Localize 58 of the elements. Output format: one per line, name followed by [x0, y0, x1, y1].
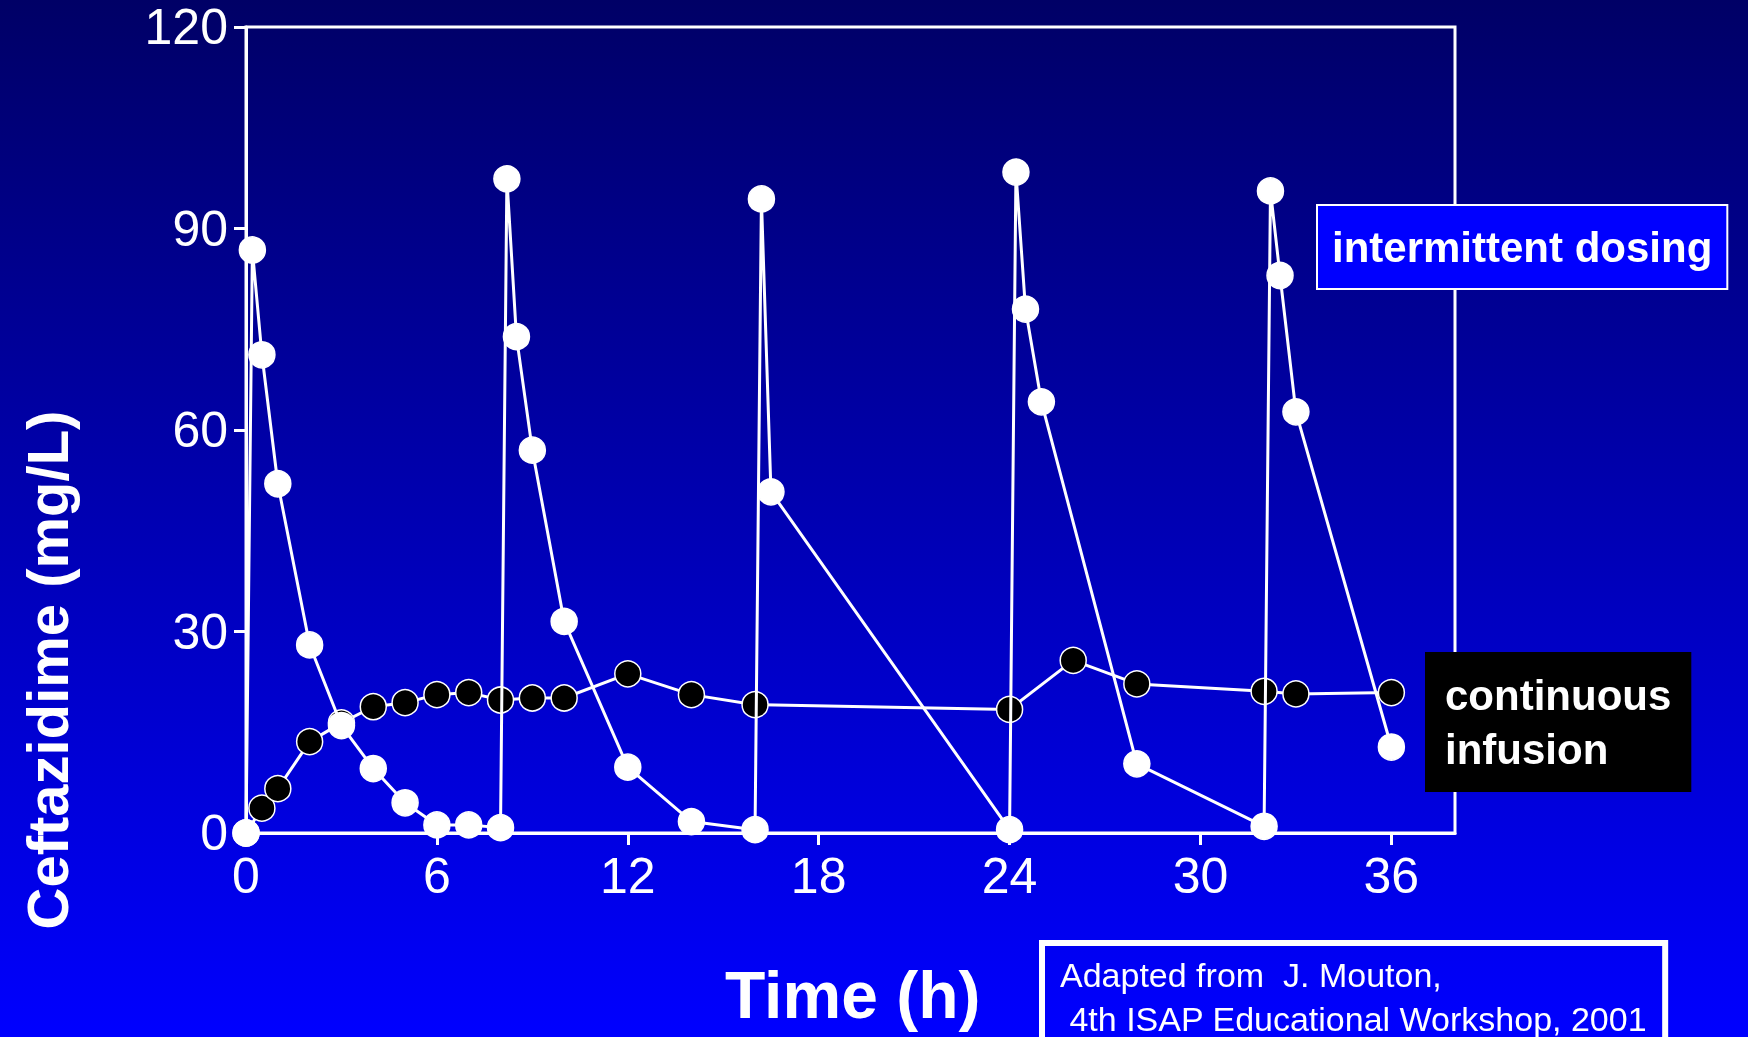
- point: [614, 753, 642, 781]
- y-tick-label: 120: [144, 0, 228, 55]
- point: [248, 794, 276, 822]
- point: [518, 684, 547, 712]
- point: [1377, 733, 1406, 761]
- point: [1256, 177, 1285, 205]
- point: [1250, 812, 1278, 841]
- point: [741, 815, 769, 844]
- x-tick-label: 6: [422, 848, 451, 904]
- point: [747, 185, 776, 213]
- point: [248, 341, 276, 369]
- point: [1011, 295, 1040, 323]
- point: [1266, 261, 1294, 290]
- point: [486, 813, 515, 842]
- point: [1282, 680, 1310, 708]
- point: [502, 322, 531, 351]
- y-tick-label: 90: [172, 200, 228, 257]
- x-tick-label: 36: [1363, 848, 1420, 904]
- point: [1123, 670, 1151, 698]
- x-tick-label: 12: [599, 848, 656, 904]
- point: [1059, 646, 1087, 675]
- point: [550, 684, 578, 712]
- x-tick-label: 18: [790, 848, 847, 904]
- point: [614, 660, 642, 688]
- point: [757, 478, 785, 506]
- y-tick-label: 0: [200, 805, 228, 861]
- point: [295, 631, 324, 659]
- point: [423, 680, 451, 709]
- point: [1123, 750, 1151, 778]
- point: [1377, 678, 1406, 707]
- point: [995, 815, 1024, 844]
- y-axis-title: Ceftazidime (mg/L): [14, 410, 80, 930]
- point: [454, 811, 483, 839]
- series-label: continuous infusion: [1445, 671, 1672, 773]
- x-axis-title: Time (h): [725, 958, 981, 1032]
- point: [1282, 398, 1310, 426]
- point: [238, 236, 267, 264]
- point: [295, 727, 324, 756]
- point: [1027, 388, 1056, 416]
- point: [391, 688, 419, 717]
- x-tick-label: 24: [981, 848, 1038, 904]
- y-tick-label: 60: [172, 402, 228, 458]
- point: [454, 678, 483, 707]
- point: [1002, 158, 1030, 186]
- point: [677, 680, 706, 709]
- point: [518, 436, 547, 464]
- point: [550, 607, 578, 636]
- point: [677, 807, 706, 836]
- point: [391, 789, 419, 817]
- point: [359, 754, 388, 783]
- point: [264, 774, 292, 803]
- y-tick-label: 30: [172, 603, 228, 660]
- point: [359, 692, 388, 721]
- point: [423, 811, 451, 839]
- point: [493, 165, 521, 193]
- x-tick-label: 30: [1172, 848, 1229, 904]
- point: [264, 469, 292, 498]
- series-label: intermittent dosing: [1332, 223, 1713, 271]
